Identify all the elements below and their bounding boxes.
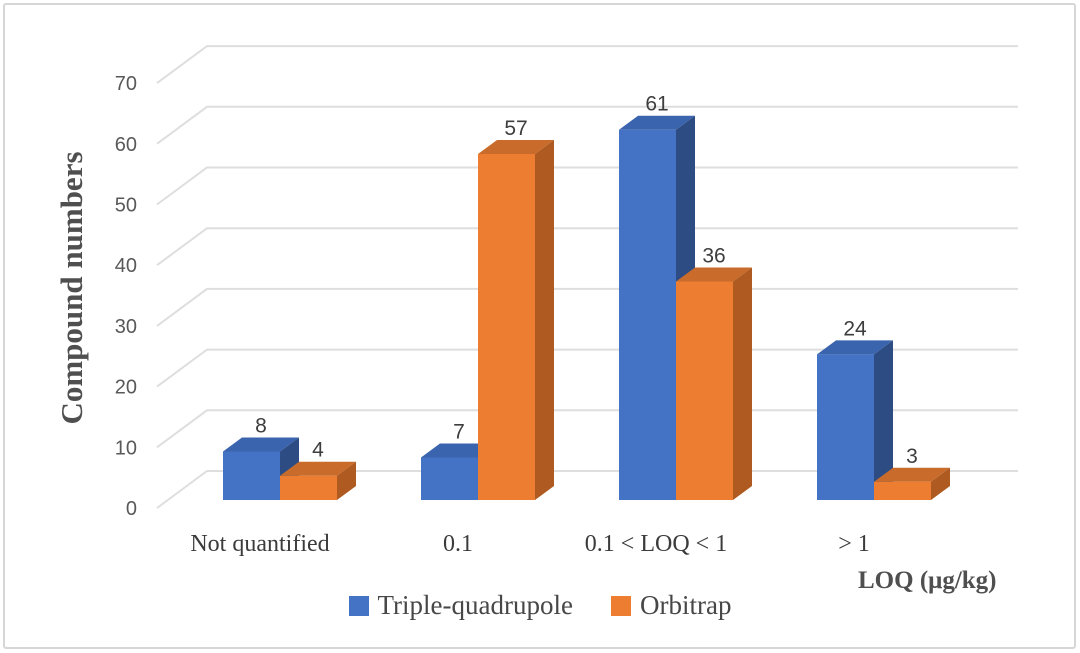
data-label: 61 <box>645 93 668 116</box>
bar-top-orbitrap <box>874 467 950 482</box>
x-category-label: > 1 <box>838 531 870 557</box>
legend-label: Orbitrap <box>640 590 732 620</box>
bar-front-triple-quadrupole <box>817 354 874 500</box>
y-tick-label: 70 <box>115 73 137 95</box>
legend-item-orbitrap: Orbitrap <box>611 590 731 621</box>
bar-top-triple-quadrupole <box>619 115 695 130</box>
bar-front-orbitrap <box>280 475 337 500</box>
data-label: 8 <box>255 414 267 437</box>
gridline <box>156 166 1018 206</box>
gridline <box>156 227 1018 267</box>
data-label: 4 <box>312 439 324 462</box>
bar-top-triple-quadrupole <box>223 437 299 452</box>
data-label: 57 <box>504 117 527 140</box>
bar-side-orbitrap <box>733 267 752 500</box>
y-tick-label: 50 <box>115 195 137 217</box>
bar-side-orbitrap <box>931 467 950 500</box>
data-label: 36 <box>702 244 725 267</box>
x-axis-title: LOQ (μg/kg) <box>858 567 997 594</box>
y-tick-label: 10 <box>115 437 137 459</box>
data-label: 7 <box>453 421 465 444</box>
y-tick-label: 60 <box>115 134 137 156</box>
gridline <box>156 287 1018 327</box>
x-category-label: 0.1 < LOQ < 1 <box>585 531 727 557</box>
data-label: 3 <box>906 445 918 468</box>
legend-label: Triple-quadrupole <box>377 590 573 620</box>
y-tick-label: 40 <box>115 255 137 277</box>
legend: Triple-quadrupole Orbitrap <box>0 590 1080 621</box>
bar-front-orbitrap <box>478 154 535 500</box>
bar-top-orbitrap <box>280 461 356 476</box>
bar-front-triple-quadrupole <box>421 457 478 500</box>
legend-item-triple-quadrupole: Triple-quadrupole <box>348 590 573 621</box>
y-tick-label: 20 <box>115 377 137 399</box>
bar-front-orbitrap <box>874 481 931 500</box>
gridline <box>156 105 1018 145</box>
y-tick-label: 0 <box>126 498 137 520</box>
legend-swatch-orbitrap <box>611 595 631 616</box>
bar-top-triple-quadrupole <box>817 340 893 355</box>
bar-side-orbitrap <box>535 140 554 500</box>
y-axis-title: Compound numbers <box>54 151 89 425</box>
gridline <box>156 45 1018 84</box>
legend-swatch-triple-quadrupole <box>348 595 369 616</box>
y-tick-label: 30 <box>115 316 137 338</box>
bar-front-triple-quadrupole <box>223 451 280 500</box>
bar-side-orbitrap <box>337 461 356 500</box>
bar-top-orbitrap <box>676 267 752 282</box>
data-label: 24 <box>843 317 867 340</box>
bar-side-triple-quadrupole <box>874 340 893 500</box>
x-category-label: Not quantified <box>190 531 329 557</box>
bar-top-orbitrap <box>478 140 554 155</box>
bar-front-orbitrap <box>676 281 733 500</box>
x-category-label: 0.1 <box>443 531 473 557</box>
bar-front-triple-quadrupole <box>619 129 676 501</box>
